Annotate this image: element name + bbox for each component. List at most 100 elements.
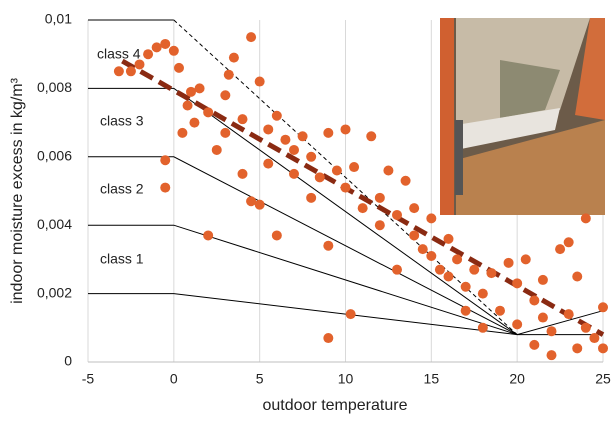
inset-photo (440, 18, 605, 215)
point (298, 131, 308, 141)
point (169, 46, 179, 56)
point (589, 333, 599, 343)
point (521, 254, 531, 264)
class-label: class 2 (100, 181, 144, 197)
point (332, 165, 342, 175)
point (581, 213, 591, 223)
point (392, 265, 402, 275)
point (581, 323, 591, 333)
point (272, 111, 282, 121)
point (203, 107, 213, 117)
point (272, 230, 282, 240)
point (504, 258, 514, 268)
point (238, 114, 248, 124)
point (486, 268, 496, 278)
x-tick-label: 25 (595, 371, 611, 387)
point (220, 90, 230, 100)
point (547, 350, 557, 360)
x-axis-label: outdoor temperature (263, 397, 408, 414)
point (349, 162, 359, 172)
point (564, 237, 574, 247)
point (375, 220, 385, 230)
point (306, 152, 316, 162)
point (160, 39, 170, 49)
point (418, 244, 428, 254)
point (224, 70, 234, 80)
point (529, 340, 539, 350)
point (409, 203, 419, 213)
point (323, 241, 333, 251)
point (547, 326, 557, 336)
point (495, 306, 505, 316)
point (598, 302, 608, 312)
point (358, 203, 368, 213)
point (572, 343, 582, 353)
point (238, 169, 248, 179)
point (152, 42, 162, 52)
class-label: class 4 (97, 46, 141, 62)
x-tick-label: 0 (170, 371, 178, 387)
class-label: class 3 (100, 113, 144, 129)
y-tick-label: 0,004 (37, 216, 72, 232)
point (255, 200, 265, 210)
point (452, 254, 462, 264)
point (426, 213, 436, 223)
point (564, 309, 574, 319)
y-tick-label: 0,01 (45, 11, 72, 27)
point (143, 49, 153, 59)
point (572, 272, 582, 282)
point (186, 87, 196, 97)
point (461, 306, 471, 316)
point (435, 265, 445, 275)
point (263, 159, 273, 169)
point (598, 343, 608, 353)
point (160, 155, 170, 165)
point (246, 196, 256, 206)
point (306, 193, 316, 203)
point (189, 118, 199, 128)
y-axis-label: indoor moisture excess in kg/m³ (9, 77, 26, 304)
chart: outdoor temperature indoor moisture exce… (0, 0, 615, 423)
point (383, 165, 393, 175)
point (229, 53, 239, 63)
point (183, 101, 193, 111)
point (444, 272, 454, 282)
point (469, 265, 479, 275)
point (203, 230, 213, 240)
x-tick-label: 10 (338, 371, 354, 387)
x-tick-label: 20 (509, 371, 525, 387)
point (280, 135, 290, 145)
x-tick-label: -5 (82, 371, 95, 387)
point (126, 66, 136, 76)
point (529, 295, 539, 305)
point (538, 313, 548, 323)
y-tick-label: 0,006 (37, 148, 72, 164)
point (341, 183, 351, 193)
point (512, 319, 522, 329)
class-label: class 1 (100, 251, 144, 267)
point (461, 282, 471, 292)
point (375, 193, 385, 203)
point (444, 234, 454, 244)
point (392, 210, 402, 220)
point (555, 244, 565, 254)
y-tick-label: 0 (64, 353, 72, 369)
point (401, 176, 411, 186)
point (246, 32, 256, 42)
point (220, 128, 230, 138)
y-tick-label: 0,008 (37, 79, 72, 95)
point (426, 251, 436, 261)
point (160, 183, 170, 193)
point (409, 230, 419, 240)
point (346, 309, 356, 319)
point (212, 145, 222, 155)
x-tick-label: 15 (424, 371, 440, 387)
point (538, 275, 548, 285)
point (114, 66, 124, 76)
point (323, 128, 333, 138)
point (174, 63, 184, 73)
y-tick-label: 0,002 (37, 284, 72, 300)
point (195, 83, 205, 93)
point (289, 169, 299, 179)
point (315, 172, 325, 182)
